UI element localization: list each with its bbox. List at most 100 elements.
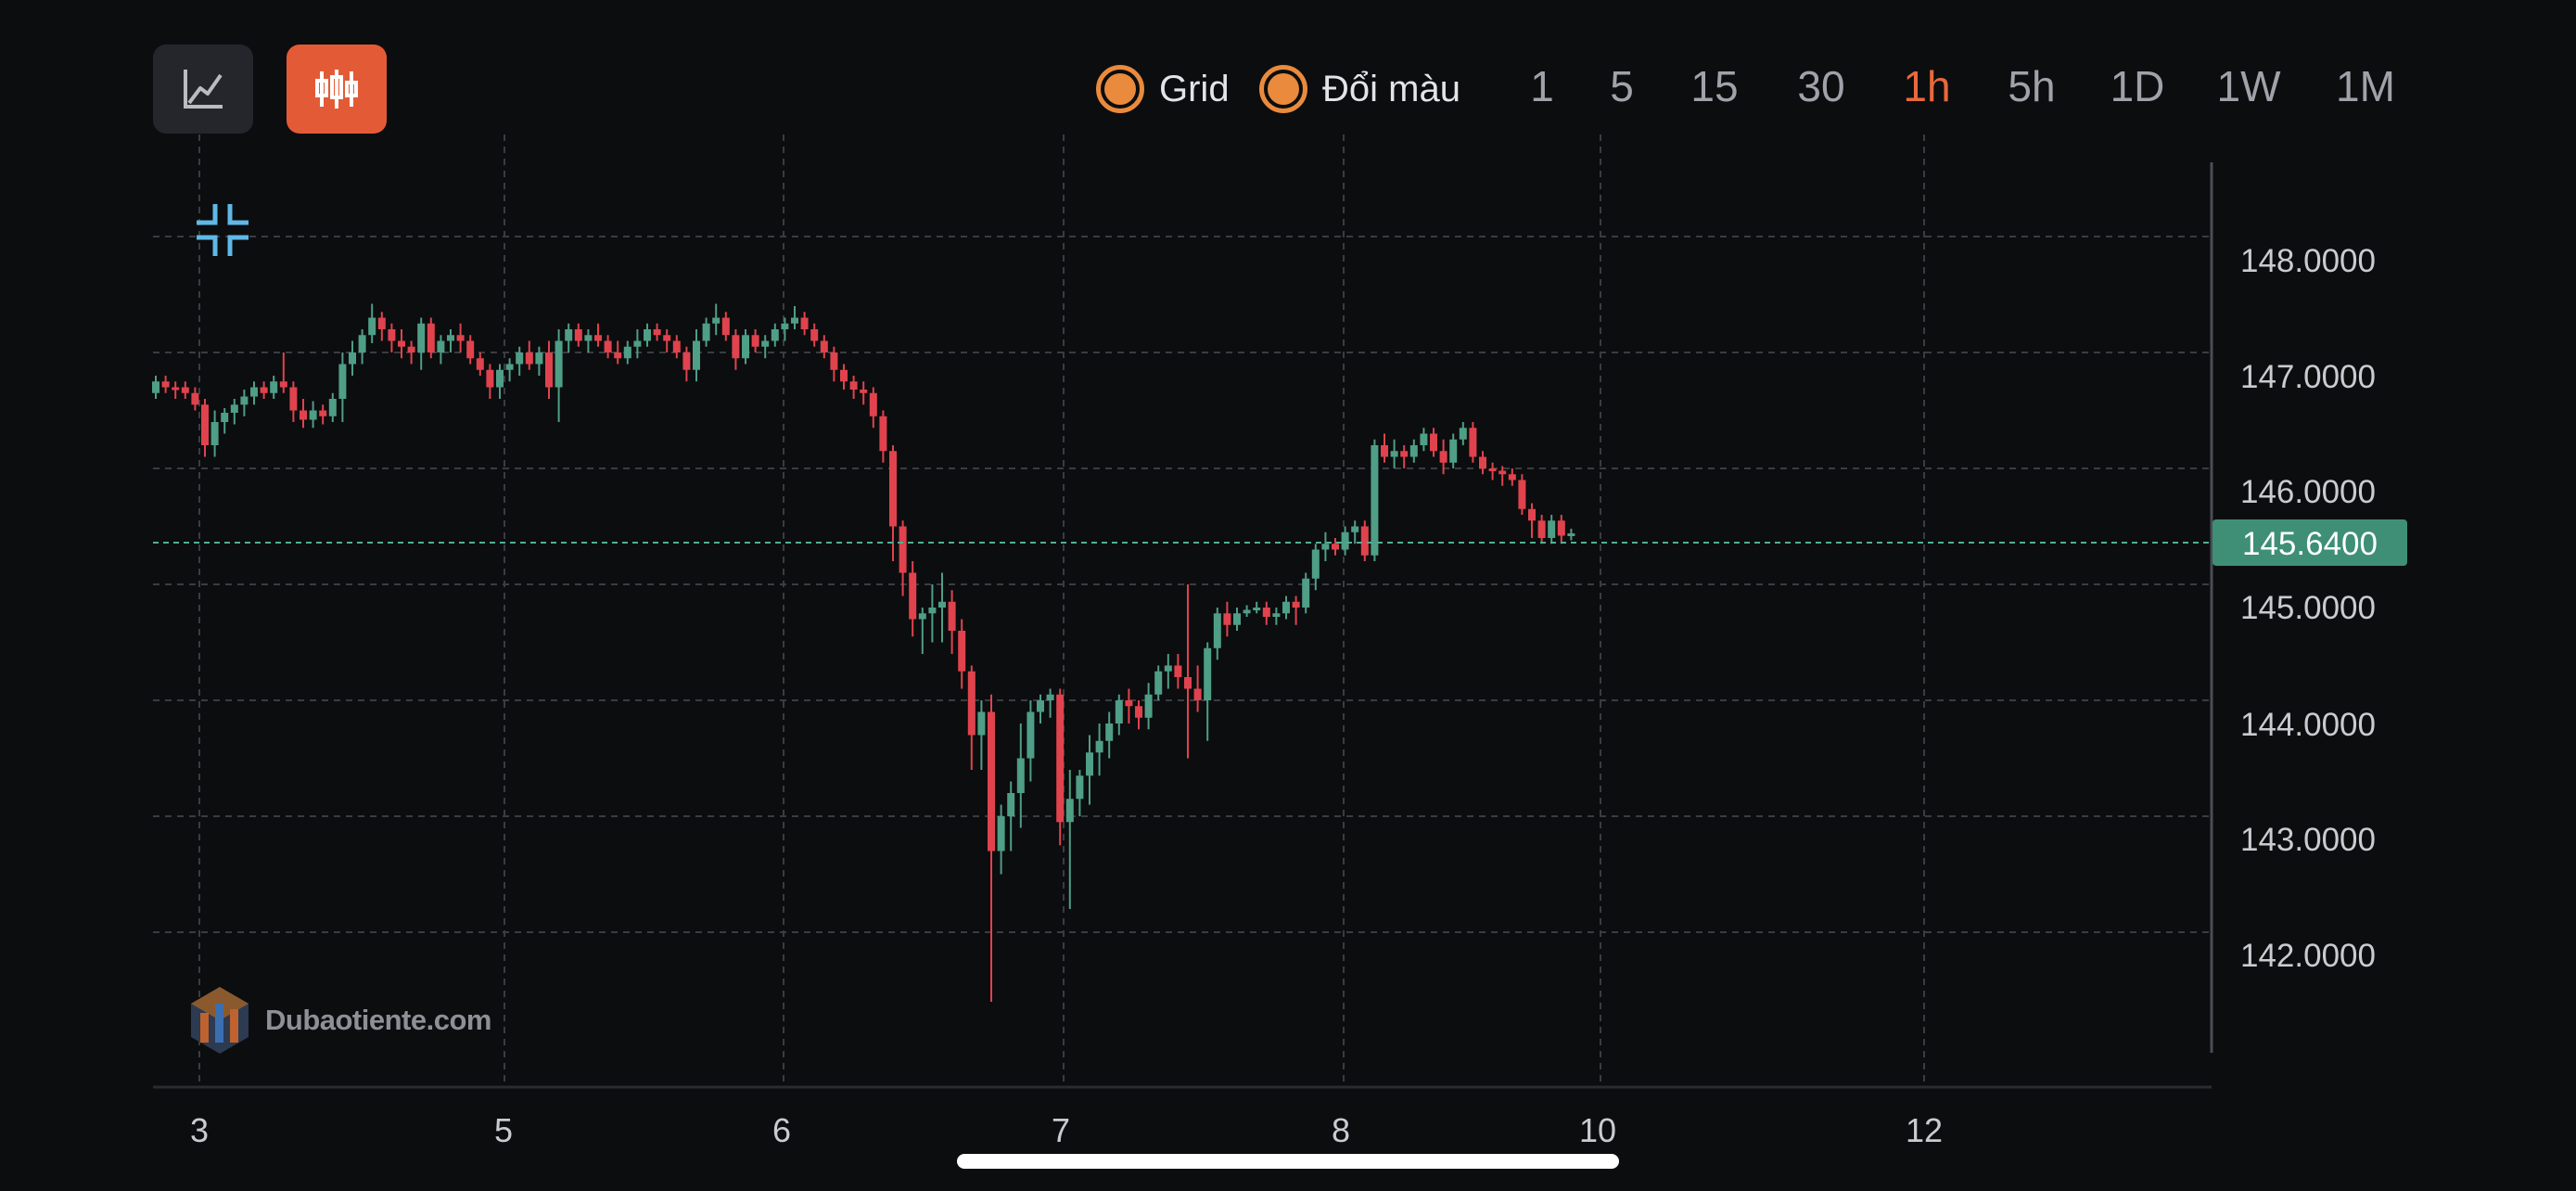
candle-body	[535, 352, 543, 365]
candle-body	[456, 335, 465, 341]
candle-body	[1184, 677, 1192, 689]
color-toggle-label: Đổi màu	[1322, 68, 1460, 109]
candle-body	[1311, 549, 1320, 579]
timeframe-30[interactable]: 30	[1797, 62, 1845, 110]
candle-body	[1154, 671, 1163, 695]
candle-body	[447, 335, 454, 341]
candle-body	[565, 329, 573, 341]
watermark: Dubaotiente.com	[187, 985, 491, 1056]
candle-body	[702, 323, 710, 341]
color-toggle[interactable]: Đổi màu	[1259, 59, 1460, 119]
candle-body	[1204, 647, 1212, 700]
candle-body	[1548, 520, 1556, 538]
timeframe-5h[interactable]: 5h	[2008, 62, 2056, 110]
timeframe-5[interactable]: 5	[1610, 62, 1634, 110]
candle-body	[1105, 724, 1114, 741]
candle-body	[1439, 451, 1447, 463]
candle-body	[1253, 608, 1261, 610]
candle-body	[1390, 451, 1398, 457]
candle-body	[1557, 520, 1565, 536]
candle-body	[437, 340, 445, 352]
candle-body	[1449, 439, 1458, 463]
candle-body	[1302, 578, 1310, 608]
timeframe-15[interactable]: 15	[1690, 62, 1739, 110]
home-indicator[interactable]	[957, 1154, 1619, 1169]
watermark-text: Dubaotiente.com	[265, 1004, 491, 1036]
candle-body	[1193, 688, 1202, 700]
candle-body	[1498, 470, 1507, 475]
candle-body	[1086, 752, 1093, 776]
candle-body	[810, 329, 819, 341]
exit-fullscreen-icon[interactable]	[193, 200, 252, 260]
candle-body	[879, 416, 887, 452]
candle-body	[1351, 526, 1359, 532]
candle-body	[1272, 613, 1281, 617]
y-tick-label: 145.0000	[2240, 590, 2376, 626]
candle-body	[250, 387, 258, 397]
candle-body	[1016, 758, 1025, 793]
y-tick-label: 144.0000	[2240, 707, 2376, 743]
candle-body	[1046, 694, 1054, 700]
y-tick-label: 143.0000	[2240, 822, 2376, 858]
candle-body	[751, 335, 759, 347]
candle-body	[1360, 526, 1369, 556]
timeframe-1[interactable]: 1	[1530, 62, 1554, 110]
candle-body	[1488, 468, 1497, 471]
y-tick-label: 147.0000	[2240, 359, 2376, 395]
x-tick-label: 6	[772, 1111, 791, 1149]
candle-body	[1095, 740, 1103, 753]
x-tick-label: 12	[1906, 1111, 1943, 1149]
candle-body	[1528, 508, 1536, 521]
color-radio-icon	[1259, 65, 1307, 113]
candle-body	[1381, 445, 1388, 457]
candle-body	[672, 340, 681, 352]
candle-body	[849, 381, 858, 390]
candle-body	[338, 364, 347, 399]
candle-body	[1065, 799, 1074, 823]
timeframe-1d[interactable]: 1D	[2110, 62, 2165, 110]
candle-body	[1371, 445, 1379, 556]
candle-body	[1282, 601, 1290, 614]
candles	[152, 303, 1575, 1002]
candle-body	[977, 711, 986, 736]
candle-body	[407, 346, 415, 352]
candle-body	[997, 816, 1005, 852]
candle-body	[555, 340, 563, 388]
candle-body	[516, 352, 524, 365]
candle-body	[279, 381, 287, 388]
candle-body	[1292, 601, 1300, 608]
candle-body	[152, 381, 159, 393]
x-tick-label: 10	[1579, 1111, 1616, 1149]
candle-body	[1144, 694, 1153, 718]
candle-body	[201, 404, 209, 445]
timeframe-1h[interactable]: 1h	[1903, 62, 1951, 110]
candle-body	[181, 387, 189, 393]
candle-body	[623, 346, 631, 359]
candle-body	[988, 711, 995, 852]
timeframe-1m[interactable]: 1M	[2336, 62, 2395, 110]
timeframe-1w[interactable]: 1W	[2216, 62, 2281, 110]
candle-body	[1233, 613, 1241, 625]
candle-body	[633, 340, 642, 347]
candle-body	[860, 390, 868, 393]
candle-body	[230, 404, 238, 413]
candle-body	[1537, 520, 1546, 538]
candle-body	[820, 340, 828, 352]
candlestick-chart-button[interactable]	[287, 45, 387, 134]
last-price-label: 145.6400	[2242, 526, 2378, 562]
candlestick-icon	[315, 70, 358, 109]
candle-body	[1056, 694, 1065, 823]
candle-body	[1430, 433, 1437, 452]
candle-body	[732, 335, 740, 359]
candle-body	[210, 422, 219, 445]
candle-body	[191, 392, 199, 405]
candle-body	[781, 323, 789, 329]
candle-body	[721, 317, 730, 336]
candle-body	[938, 601, 946, 608]
candle-body	[928, 608, 937, 614]
candle-body	[545, 352, 553, 388]
grid-toggle[interactable]: Grid	[1096, 59, 1230, 119]
candle-body	[899, 526, 907, 573]
line-chart-button[interactable]	[153, 45, 253, 134]
